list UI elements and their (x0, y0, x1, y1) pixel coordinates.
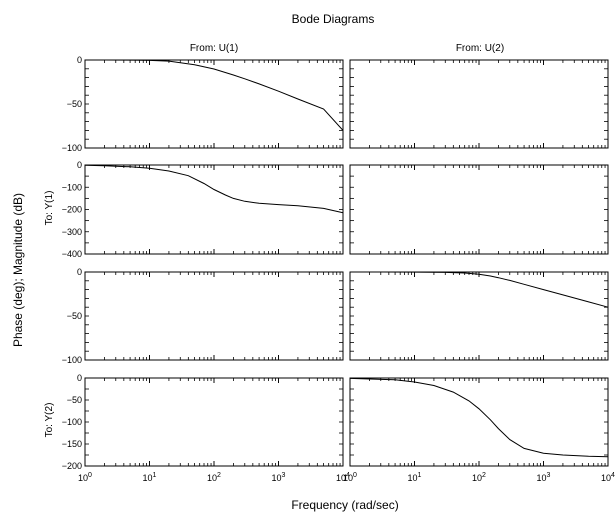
x-tick-label: 102 (207, 472, 221, 483)
y-tick-label: −50 (67, 99, 82, 109)
x-tick-label: 103 (537, 472, 551, 483)
y-axis-label: Phase (deg); Magnitude (dB) (11, 193, 25, 347)
x-tick-label: 104 (336, 472, 350, 483)
y-tick-label: −100 (62, 355, 82, 365)
y-tick-label: 0 (77, 160, 82, 170)
response-curve (349, 377, 609, 458)
y-tick-label: −200 (62, 205, 82, 215)
response-curve (84, 164, 344, 214)
x-tick-label: 103 (272, 472, 286, 483)
column-title-u1: From: U(1) (190, 43, 238, 54)
x-tick-label: 100 (78, 472, 92, 483)
y-tick-label: −200 (62, 461, 82, 471)
y-tick-label: −100 (62, 143, 82, 153)
panel-frame (84, 164, 344, 255)
response-curve (85, 59, 344, 131)
panel-frame (349, 164, 609, 255)
x-tick-label: 101 (143, 472, 157, 483)
panel-frame (84, 59, 344, 149)
panel-r2-c1 (349, 271, 609, 361)
panel-r0-c1 (349, 59, 609, 149)
x-tick-label: 104 (601, 472, 615, 483)
panel-frame (349, 59, 609, 149)
y-tick-label: 0 (77, 267, 82, 277)
y-tick-label: 0 (77, 373, 82, 383)
row-title-y1: To: Y(1) (44, 191, 55, 226)
panel-r1-c0: 0 −100 −200 −300 −400 (62, 160, 344, 259)
panel-frame (84, 271, 344, 361)
panel-r3-c1 (349, 377, 609, 467)
y-tick-label: 0 (77, 55, 82, 65)
panel-frame (84, 377, 344, 467)
y-tick-label: −400 (62, 249, 82, 259)
x-tick-label: 102 (472, 472, 486, 483)
y-tick-label: −50 (67, 311, 82, 321)
x-axis-label: Frequency (rad/sec) (291, 498, 398, 512)
response-curve (349, 271, 609, 308)
y-tick-label: −300 (62, 227, 82, 237)
panel-frame (349, 271, 609, 361)
panels-layer: 0 −50 −100 0 −100 −200 −300 −400 0 −50 −100 0 −50 −10… (62, 55, 615, 483)
y-tick-label: −150 (62, 439, 82, 449)
panel-r0-c0: 0 −50 −100 (62, 55, 344, 153)
panel-frame (349, 377, 609, 467)
panel-r1-c1 (349, 164, 609, 255)
y-tick-label: −100 (62, 182, 82, 192)
panel-r3-c0: 0 −50 −100 −150 −200 (62, 373, 344, 471)
row-title-y2: To: Y(2) (44, 403, 55, 438)
x-tick-label: 100 (343, 472, 357, 483)
y-tick-label: −50 (67, 395, 82, 405)
figure-title: Bode Diagrams (292, 12, 375, 26)
panel-r2-c0: 0 −50 −100 (62, 267, 344, 365)
x-tick-label: 101 (408, 472, 422, 483)
column-title-u2: From: U(2) (456, 43, 504, 54)
y-tick-label: −100 (62, 417, 82, 427)
